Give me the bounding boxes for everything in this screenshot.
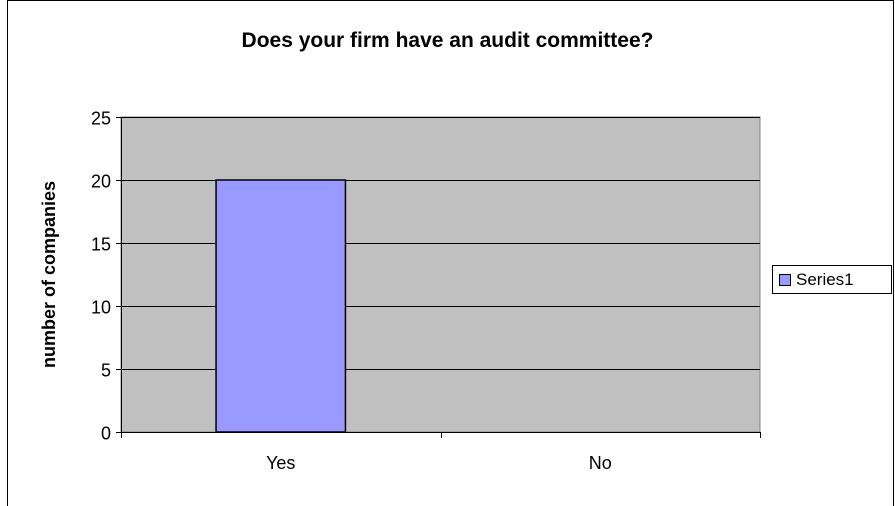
y-tick-label-10: 10 bbox=[91, 298, 111, 318]
bar-yes bbox=[215, 179, 347, 433]
legend: Series1 bbox=[772, 265, 892, 294]
x-tick-label-no: No bbox=[589, 453, 612, 473]
legend-label-series1: Series1 bbox=[796, 269, 854, 289]
chart-title: Does your firm have an audit committee? bbox=[241, 29, 654, 52]
y-tick-label-20: 20 bbox=[91, 172, 111, 192]
y-tick-label-5: 5 bbox=[101, 361, 111, 381]
legend-swatch bbox=[779, 273, 791, 286]
y-tick-label-0: 0 bbox=[101, 424, 111, 444]
y-tick-label-15: 15 bbox=[91, 235, 111, 255]
y-tick-label-25: 25 bbox=[91, 109, 111, 129]
y-axis-title: number of companies bbox=[39, 181, 59, 368]
x-tick-label-yes: Yes bbox=[266, 453, 295, 473]
